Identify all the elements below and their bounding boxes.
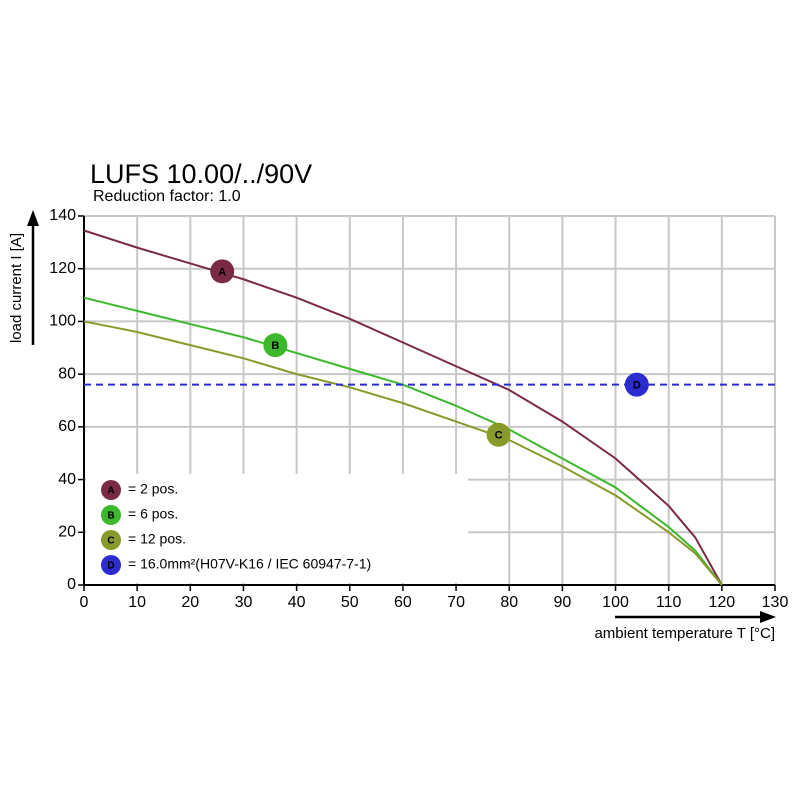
marker-label: D xyxy=(633,380,641,392)
series-marker xyxy=(624,372,649,397)
x-arrow-head xyxy=(760,611,776,623)
x-tick-label: 130 xyxy=(762,594,789,611)
y-tick-label: 20 xyxy=(58,524,76,541)
y-axis-label: load current I [A] xyxy=(8,233,25,343)
x-tick-label: 0 xyxy=(80,594,89,611)
x-tick-label: 50 xyxy=(341,594,359,611)
x-tick-label: 80 xyxy=(500,594,518,611)
legend-label: = 2 pos. xyxy=(128,481,178,497)
legend-swatch-label: C xyxy=(107,536,114,547)
series-line xyxy=(83,296,723,586)
legend-swatch xyxy=(101,530,121,550)
legend-swatch-label: D xyxy=(107,561,114,572)
series-marker xyxy=(210,259,235,284)
x-tick-label: 20 xyxy=(181,594,199,611)
x-tick-label: 70 xyxy=(447,594,465,611)
chart-title: LUFS 10.00/../90V xyxy=(90,159,312,189)
series-line xyxy=(83,320,723,586)
x-axis-label: ambient temperature T [°C] xyxy=(594,625,775,642)
legend-swatch xyxy=(101,555,121,575)
legend-label: = 6 pos. xyxy=(128,506,178,522)
legend-swatch xyxy=(101,505,121,525)
x-tick-label: 60 xyxy=(394,594,412,611)
plot: 0 10 20 30 40 50 60 70 80 90 100 110 120 130 0 20 40 60 80… xyxy=(49,207,788,611)
series-marker xyxy=(486,422,511,447)
y-tick-label: 60 xyxy=(58,418,76,435)
chart-subtitle: Reduction factor: 1.0 xyxy=(93,188,241,205)
legend-label: = 16.0mm²(H07V-K16 / IEC 60947-7-1) xyxy=(128,556,371,572)
y-arrow-head xyxy=(27,210,39,226)
marker-label: C xyxy=(495,430,503,442)
x-tick-label: 10 xyxy=(128,594,146,611)
marker-label: B xyxy=(271,340,279,352)
x-tick-label: 120 xyxy=(708,594,735,611)
series-marker xyxy=(263,333,288,358)
y-tick-label: 100 xyxy=(49,313,76,330)
y-tick-label: 40 xyxy=(58,471,76,488)
y-tick-label: 0 xyxy=(67,576,76,593)
legend-label: = 12 pos. xyxy=(128,531,186,547)
x-tick-label: 90 xyxy=(553,594,571,611)
legend-swatch-label: B xyxy=(107,511,114,522)
legend-swatch-label: A xyxy=(107,486,114,497)
x-tick-label: 100 xyxy=(602,594,629,611)
legend-background xyxy=(86,474,468,583)
marker-label: A xyxy=(218,266,226,278)
series-line xyxy=(83,229,723,586)
y-tick-label: 140 xyxy=(49,207,76,224)
y-tick-label: 120 xyxy=(49,260,76,277)
x-tick-label: 30 xyxy=(235,594,253,611)
x-tick-label: 110 xyxy=(656,594,682,611)
y-tick-label: 80 xyxy=(58,365,76,382)
x-tick-label: 40 xyxy=(288,594,306,611)
legend-swatch xyxy=(101,480,121,500)
